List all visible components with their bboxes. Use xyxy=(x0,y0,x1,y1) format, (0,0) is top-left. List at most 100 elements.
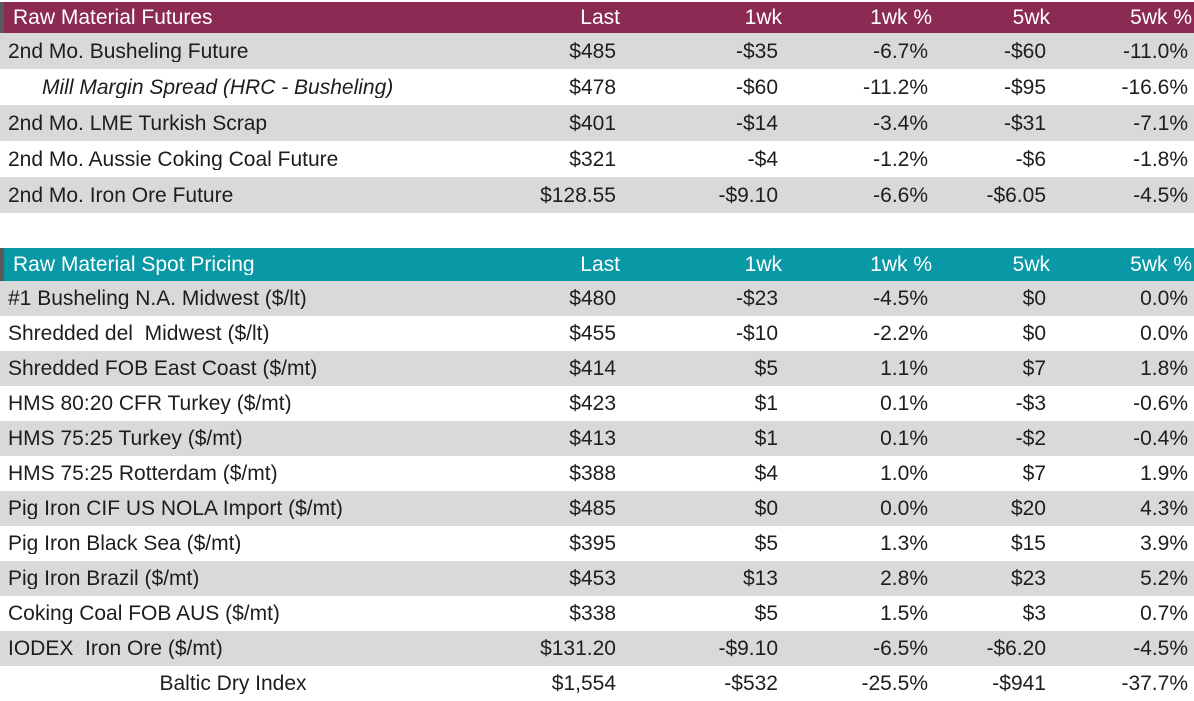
value-cell: -4.5% xyxy=(1133,638,1188,659)
value-cell: $23 xyxy=(1010,568,1046,589)
column-header-1wk: 1wk xyxy=(744,254,782,275)
value-cell: -4.5% xyxy=(873,288,928,309)
value-cell: $414 xyxy=(569,358,616,379)
value-cell: -3.4% xyxy=(873,112,928,134)
table-row: IODEX Iron Ore ($/mt) $131.20 -$9.10 -6.5% -… xyxy=(0,631,1194,666)
value-cell: $338 xyxy=(569,603,616,624)
value-cell: 1.1% xyxy=(880,358,928,379)
row-label: HMS 80:20 CFR Turkey ($/mt) xyxy=(8,393,292,414)
row-label: 2nd Mo. Busheling Future xyxy=(8,40,249,62)
value-cell: $321 xyxy=(569,148,616,170)
value-cell: 1.8% xyxy=(1140,358,1188,379)
value-cell: 3.9% xyxy=(1140,533,1188,554)
value-cell: -$95 xyxy=(1003,76,1046,98)
value-cell: -$23 xyxy=(735,288,778,309)
table-row: #1 Busheling N.A. Midwest ($/lt) $480 -$23… xyxy=(0,281,1194,316)
value-cell: 5.2% xyxy=(1140,568,1188,589)
value-cell: $0 xyxy=(754,498,778,519)
futures-table-title: Raw Material Futures xyxy=(13,7,213,28)
value-cell: $0 xyxy=(1022,288,1046,309)
value-cell: -$6 xyxy=(1015,148,1046,170)
table-row: 2nd Mo. LME Turkish Scrap $401 -$14 -3.4% -$… xyxy=(0,105,1194,141)
row-label: Shredded FOB East Coast ($/mt) xyxy=(8,358,318,379)
spot-pricing-table: Raw Material Spot Pricing Last 1wk 1wk %… xyxy=(0,248,1194,701)
row-label: Pig Iron Brazil ($/mt) xyxy=(8,568,200,589)
column-header-1wk-pct: 1wk % xyxy=(870,254,932,275)
table-row: 2nd Mo. Iron Ore Future $128.55 -$9.10 -6.6… xyxy=(0,177,1194,213)
table-row: Pig Iron CIF US NOLA Import ($/mt) $485 $0… xyxy=(0,491,1194,526)
value-cell: $4 xyxy=(754,463,778,484)
value-cell: -25.5% xyxy=(861,673,928,694)
value-cell: -$14 xyxy=(735,112,778,134)
value-cell: $485 xyxy=(569,498,616,519)
row-label: 2nd Mo. LME Turkish Scrap xyxy=(8,112,268,134)
value-cell: 2.8% xyxy=(880,568,928,589)
value-cell: -1.8% xyxy=(1133,148,1188,170)
futures-header-row: Raw Material Futures Last 1wk 1wk % 5wk … xyxy=(0,2,1194,33)
row-label: Baltic Dry Index xyxy=(159,673,307,694)
row-label: 2nd Mo. Aussie Coking Coal Future xyxy=(8,148,339,170)
value-cell: -$9.10 xyxy=(718,638,778,659)
futures-table: Raw Material Futures Last 1wk 1wk % 5wk … xyxy=(0,2,1194,213)
table-row: 2nd Mo. Busheling Future $485 -$35 -6.7% -$6… xyxy=(0,33,1194,69)
table-row: Pig Iron Black Sea ($/mt) $395 $5 1.3% $15 3.… xyxy=(0,526,1194,561)
value-cell: -$6.05 xyxy=(986,184,1046,206)
value-cell: -$60 xyxy=(735,76,778,98)
table-row: Shredded del Midwest ($/lt) $455 -$10 -2.2%… xyxy=(0,316,1194,351)
value-cell: -$35 xyxy=(735,40,778,62)
value-cell: -$6.20 xyxy=(986,638,1046,659)
value-cell: -2.2% xyxy=(873,323,928,344)
value-cell: $388 xyxy=(569,463,616,484)
row-label: Shredded del Midwest ($/lt) xyxy=(8,323,270,344)
value-cell: -$9.10 xyxy=(718,184,778,206)
column-header-5wk-pct: 5wk % xyxy=(1130,7,1192,28)
value-cell: -6.7% xyxy=(873,40,928,62)
value-cell: $0 xyxy=(1022,323,1046,344)
value-cell: $485 xyxy=(569,40,616,62)
value-cell: $401 xyxy=(569,112,616,134)
value-cell: -0.4% xyxy=(1133,428,1188,449)
row-label: #1 Busheling N.A. Midwest ($/lt) xyxy=(8,288,307,309)
row-label: Coking Coal FOB AUS ($/mt) xyxy=(8,603,280,624)
value-cell: -$10 xyxy=(735,323,778,344)
value-cell: $128.55 xyxy=(540,184,616,206)
value-cell: -11.2% xyxy=(863,76,928,98)
value-cell: $413 xyxy=(569,428,616,449)
value-cell: 0.0% xyxy=(1140,288,1188,309)
value-cell: $480 xyxy=(569,288,616,309)
spot-header-row: Raw Material Spot Pricing Last 1wk 1wk %… xyxy=(0,248,1194,281)
value-cell: -0.6% xyxy=(1133,393,1188,414)
column-header-5wk-pct: 5wk % xyxy=(1130,254,1192,275)
row-label: HMS 75:25 Turkey ($/mt) xyxy=(8,428,243,449)
value-cell: -6.5% xyxy=(873,638,928,659)
value-cell: $5 xyxy=(754,358,778,379)
value-cell: $455 xyxy=(569,323,616,344)
table-row: Pig Iron Brazil ($/mt) $453 $13 2.8% $23 5.2% xyxy=(0,561,1194,596)
row-label: Mill Margin Spread (HRC - Busheling) xyxy=(42,76,394,98)
value-cell: 0.1% xyxy=(880,428,928,449)
value-cell: -$3 xyxy=(1015,393,1046,414)
value-cell: $7 xyxy=(1022,358,1046,379)
value-cell: $5 xyxy=(754,533,778,554)
table-row: HMS 80:20 CFR Turkey ($/mt) $423 $1 0.1% -$3… xyxy=(0,386,1194,421)
value-cell: $1 xyxy=(754,428,778,449)
value-cell: -$60 xyxy=(1003,40,1046,62)
column-header-5wk: 5wk xyxy=(1012,7,1050,28)
row-label: IODEX Iron Ore ($/mt) xyxy=(8,638,223,659)
value-cell: -4.5% xyxy=(1133,184,1188,206)
value-cell: $5 xyxy=(754,603,778,624)
value-cell: 1.9% xyxy=(1140,463,1188,484)
value-cell: $3 xyxy=(1022,603,1046,624)
row-label: Pig Iron CIF US NOLA Import ($/mt) xyxy=(8,498,343,519)
column-header-1wk-pct: 1wk % xyxy=(870,7,932,28)
value-cell: 0.1% xyxy=(880,393,928,414)
value-cell: 0.0% xyxy=(880,498,928,519)
value-cell: $131.20 xyxy=(540,638,616,659)
value-cell: $478 xyxy=(569,76,616,98)
row-label: Pig Iron Black Sea ($/mt) xyxy=(8,533,242,554)
table-row: Shredded FOB East Coast ($/mt) $414 $5 1.1%… xyxy=(0,351,1194,386)
value-cell: -7.1% xyxy=(1133,112,1188,134)
column-header-last: Last xyxy=(580,7,620,28)
value-cell: 1.5% xyxy=(880,603,928,624)
